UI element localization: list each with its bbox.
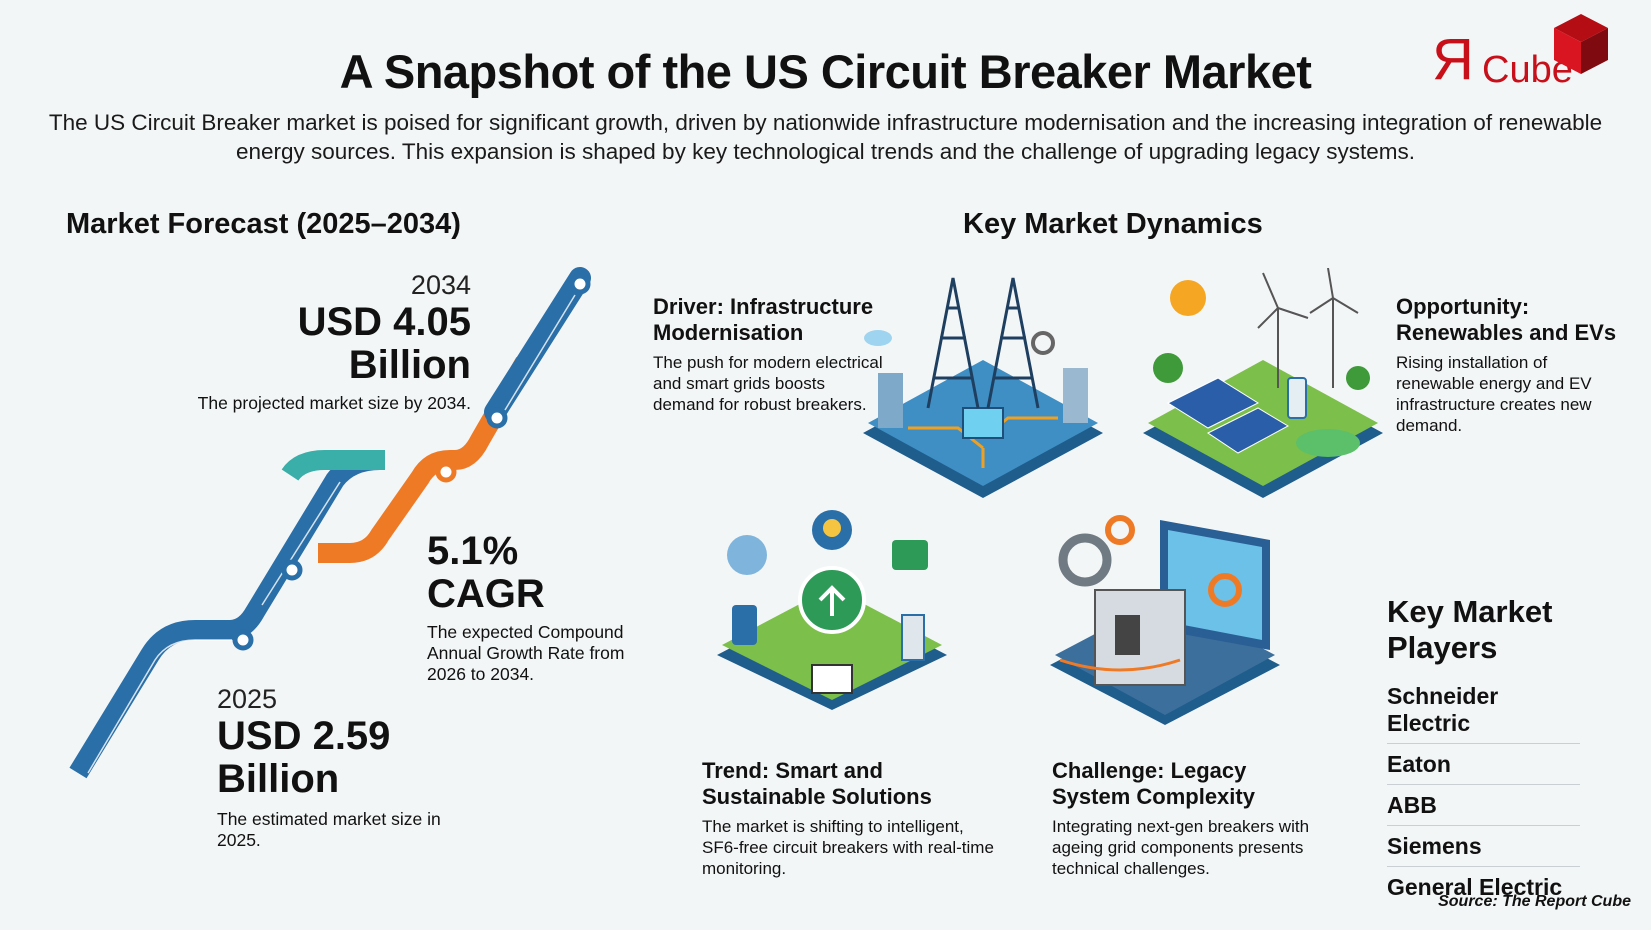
forecast-2034: 2034 USD 4.05 Billion The projected mark… <box>198 270 471 414</box>
dynamic-driver: Driver: Infrastructure Modernisation The… <box>653 294 883 415</box>
player-item: Eaton <box>1387 744 1580 785</box>
cagr-label: CAGR <box>427 572 545 616</box>
cagr-desc: The expected Compound Annual Growth Rate… <box>427 622 625 684</box>
forecast-cagr: 5.1% CAGR The expected Compound Annual G… <box>427 530 637 685</box>
logo: Я Cube <box>1432 14 1612 97</box>
end-desc: The projected market size by 2034. <box>197 393 471 413</box>
cube-icon <box>1554 14 1608 74</box>
dynamics-heading: Key Market Dynamics <box>963 208 1263 240</box>
start-desc: The estimated market size in 2025. <box>217 809 441 850</box>
opportunity-title: Opportunity: Renewables and EVs <box>1396 294 1617 345</box>
page-title: A Snapshot of the US Circuit Breaker Mar… <box>339 45 1312 98</box>
player-item: Siemens <box>1387 826 1580 867</box>
trend-desc: The market is shifting to intelligent, S… <box>702 817 994 878</box>
challenge-desc: Integrating next-gen breakers with agein… <box>1052 817 1310 878</box>
source-note: Source: The Report Cube <box>1438 893 1631 910</box>
forecast-heading: Market Forecast (2025–2034) <box>66 208 461 240</box>
players-heading: Key Market Players <box>1387 594 1553 665</box>
dynamic-challenge: Challenge: Legacy System Complexity Inte… <box>1052 758 1312 879</box>
power-grid-illustration <box>863 277 1103 498</box>
start-value: USD 2.59 <box>217 714 391 758</box>
end-year: 2034 <box>410 270 471 300</box>
challenge-title: Challenge: Legacy System Complexity <box>1052 758 1255 809</box>
cagr-value: 5.1% <box>427 529 519 573</box>
player-item: Schneider Electric <box>1387 676 1580 744</box>
page-subtitle: The US Circuit Breaker market is poised … <box>48 110 1603 164</box>
growth-line-graphic <box>69 267 591 779</box>
opportunity-desc: Rising installation of renewable energy … <box>1396 353 1592 435</box>
legacy-breaker-illustration <box>1050 515 1280 725</box>
smart-sustainable-illustration <box>717 510 947 710</box>
end-value: USD 4.05 <box>297 300 471 344</box>
dynamic-opportunity: Opportunity: Renewables and EVs Rising i… <box>1396 294 1626 436</box>
start-unit: Billion <box>217 757 340 801</box>
player-item: General Electric <box>1387 874 1563 900</box>
forecast-2025: 2025 USD 2.59 Billion The estimated mark… <box>217 684 447 851</box>
end-unit: Billion <box>348 343 471 387</box>
renewables-ev-illustration <box>1143 268 1383 498</box>
players-panel: Key Market Players Schneider Electric Ea… <box>1387 594 1587 907</box>
logo-mark: Я <box>1432 27 1474 92</box>
trend-title: Trend: Smart and Sustainable Solutions <box>702 758 932 809</box>
dynamic-trend: Trend: Smart and Sustainable Solutions T… <box>702 758 1002 879</box>
player-item: ABB <box>1387 785 1580 826</box>
driver-desc: The push for modern electrical and smart… <box>653 353 883 414</box>
start-year: 2025 <box>217 684 278 714</box>
driver-title: Driver: Infrastructure Modernisation <box>653 294 874 345</box>
